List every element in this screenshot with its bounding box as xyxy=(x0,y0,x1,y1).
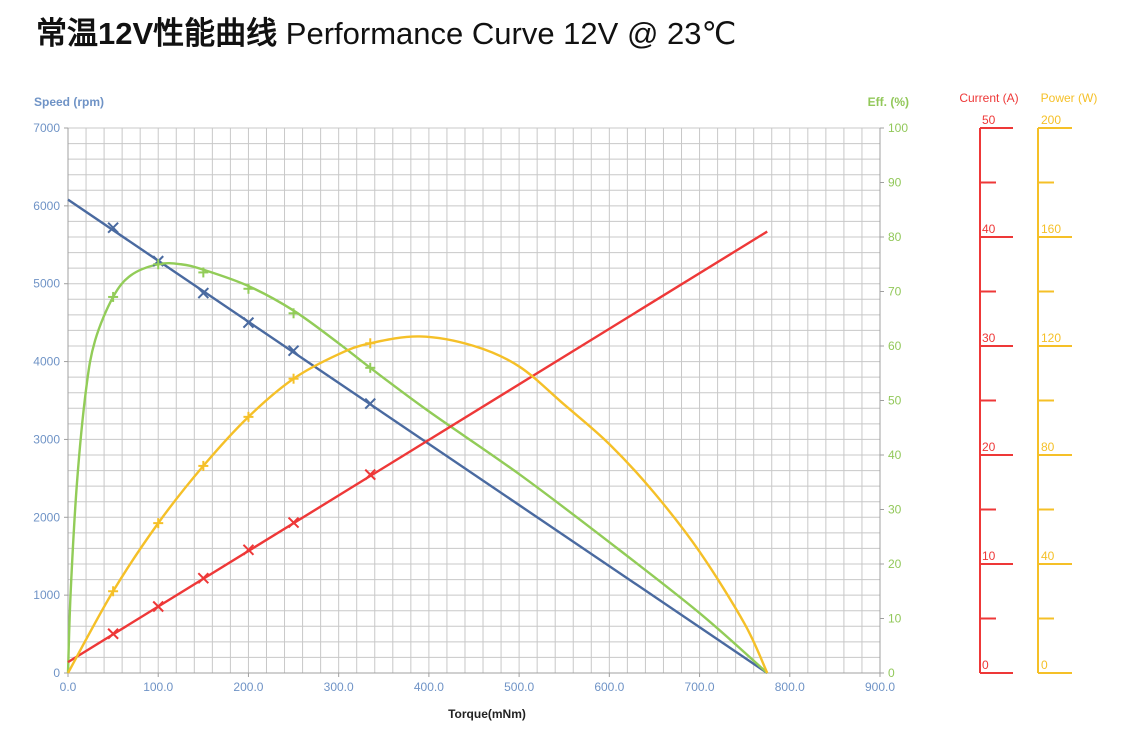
efficiency-curve xyxy=(66,262,769,674)
efficiency-tick-label: 80 xyxy=(888,230,902,244)
torque-tick-label: 100.0 xyxy=(143,680,173,694)
speed-tick-label: 4000 xyxy=(33,355,60,369)
speed-point xyxy=(242,316,255,329)
torque-tick-label: 500.0 xyxy=(504,680,534,694)
speed-tick-label: 6000 xyxy=(33,199,60,213)
current-tick-label: 20 xyxy=(982,440,996,454)
current-tick-label: 0 xyxy=(982,658,989,672)
title-chinese: 常温12V性能曲线 xyxy=(36,16,278,51)
current-tick-label: 10 xyxy=(982,549,996,563)
power-tick-label: 160 xyxy=(1041,222,1061,236)
grid xyxy=(67,127,881,674)
side-scales: 0 10 20 30 40 50 Current (A) 0 40 80 120 160 200 Powe… xyxy=(959,91,1098,674)
power-tick-label: 40 xyxy=(1041,549,1055,563)
current-tick-label: 30 xyxy=(982,331,996,345)
speed-tick-label: 0 xyxy=(53,666,60,680)
current-tick-label: 50 xyxy=(982,113,996,127)
torque-tick-label: 700.0 xyxy=(685,680,715,694)
speed-point xyxy=(364,397,376,410)
current-scale-title: Current (A) xyxy=(959,91,1018,105)
current-tick-label: 40 xyxy=(982,222,996,236)
current-point xyxy=(287,516,300,529)
torque-tick-label: 400.0 xyxy=(414,680,444,694)
efficiency-tick-label: 20 xyxy=(888,557,902,571)
current-point xyxy=(242,544,255,556)
efficiency-tick-label: 10 xyxy=(888,612,902,626)
torque-tick-label: 900.0 xyxy=(865,680,895,694)
speed-point xyxy=(107,221,119,234)
efficiency-tick-label: 40 xyxy=(888,448,902,462)
speed-tick-label: 1000 xyxy=(33,588,60,602)
power-curve xyxy=(66,335,769,674)
speed-axis-title: Speed (rpm) xyxy=(34,95,104,109)
efficiency-tick-label: 50 xyxy=(888,394,902,408)
current-point xyxy=(197,572,210,584)
current-point xyxy=(107,628,119,640)
title-english: Performance Curve 12V @ 23℃ xyxy=(285,16,737,51)
speed-point xyxy=(287,344,300,357)
page-title: 常温12V性能曲线 Performance Curve 12V @ 23℃ xyxy=(36,14,736,54)
current-point xyxy=(152,600,164,613)
efficiency-tick-label: 30 xyxy=(888,503,902,517)
current-point xyxy=(364,468,376,481)
speed-tick-label: 3000 xyxy=(33,432,60,446)
power-tick-label: 80 xyxy=(1041,440,1055,454)
efficiency-tick-label: 100 xyxy=(888,121,908,135)
power-tick-label: 200 xyxy=(1041,113,1061,127)
markers xyxy=(107,221,376,640)
power-tick-label: 120 xyxy=(1041,331,1061,345)
torque-tick-label: 300.0 xyxy=(324,680,354,694)
efficiency-tick-label: 60 xyxy=(888,339,902,353)
torque-tick-label: 600.0 xyxy=(594,680,624,694)
current-curve xyxy=(67,230,768,664)
power-tick-label: 0 xyxy=(1041,658,1048,672)
speed-tick-label: 7000 xyxy=(33,121,60,135)
efficiency-axis-title: Eff. (%) xyxy=(868,95,909,109)
efficiency-tick-label: 0 xyxy=(888,666,895,680)
speed-curve xyxy=(67,198,768,674)
efficiency-tick-label: 70 xyxy=(888,285,902,299)
speed-tick-label: 2000 xyxy=(33,510,60,524)
speed-point xyxy=(197,287,210,299)
torque-tick-label: 800.0 xyxy=(775,680,805,694)
efficiency-tick-label: 90 xyxy=(888,176,902,190)
curves xyxy=(66,198,769,674)
torque-axis-title: Torque(mNm) xyxy=(448,707,526,721)
torque-tick-label: 0.0 xyxy=(60,680,77,694)
torque-tick-label: 200.0 xyxy=(233,680,263,694)
speed-tick-label: 5000 xyxy=(33,277,60,291)
power-scale-title: Power (W) xyxy=(1041,91,1098,105)
